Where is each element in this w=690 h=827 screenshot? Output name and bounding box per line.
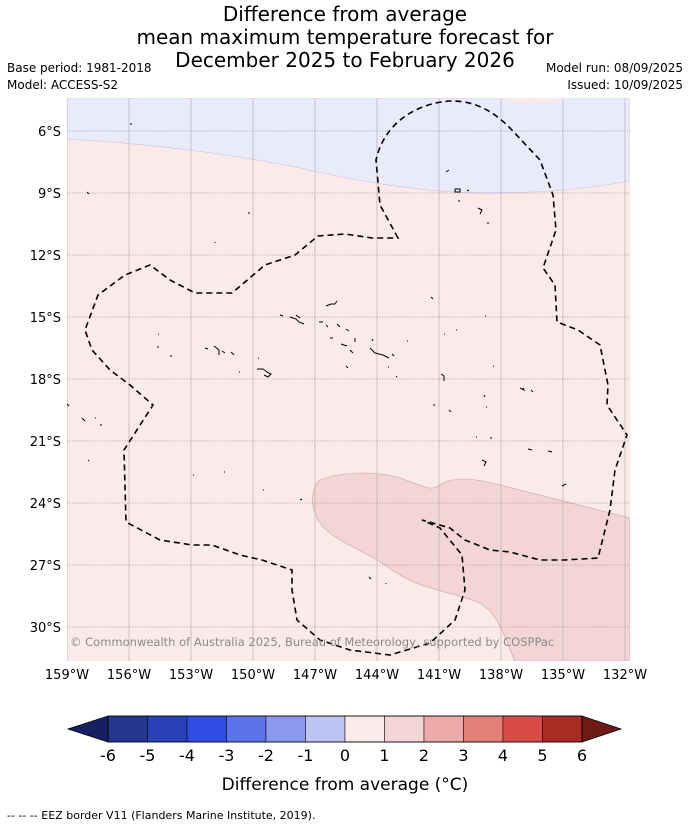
colorbar-swatch <box>542 715 583 743</box>
lon-label-138w: 138°W <box>479 668 523 683</box>
longitude-labels: 159°W 156°W 153°W 150°W 147°W 144°W 141°… <box>45 668 647 683</box>
colorbar-swatch <box>147 715 188 743</box>
colorbar-swatches <box>107 715 583 743</box>
eez-border-legend: -- -- -- EEZ border V11 (Flanders Marine… <box>7 809 316 822</box>
colorbar-swatch <box>384 715 425 743</box>
cb-tick-label: 5 <box>537 746 547 765</box>
cb-tick-label: -2 <box>258 746 274 765</box>
copyright-text: © Commonwealth of Australia 2025, Bureau… <box>70 635 554 649</box>
map-plot-area: © Commonwealth of Australia 2025, Bureau… <box>67 98 630 661</box>
cb-tick-label: -4 <box>179 746 195 765</box>
lat-label-15s: 15°S <box>30 311 61 326</box>
lat-label-30s: 30°S <box>30 621 61 636</box>
cb-tick-label: -3 <box>219 746 235 765</box>
colorbar-over-arrow <box>581 715 623 743</box>
lat-label-27s: 27°S <box>30 559 61 574</box>
colorbar-swatch <box>502 715 543 743</box>
cb-tick-label: -6 <box>100 746 116 765</box>
cb-tick-label: -5 <box>140 746 156 765</box>
title-line-1: Difference from average <box>222 2 468 26</box>
model-text: Model: ACCESS-S2 <box>7 78 119 92</box>
anomaly-region-pos-top <box>500 98 570 103</box>
cb-tick-label: 6 <box>577 746 587 765</box>
lat-label-9s: 9°S <box>38 187 61 202</box>
latitude-labels: 6°S 9°S 12°S 15°S 18°S 21°S 24°S 27°S 30… <box>30 125 61 636</box>
cb-tick-label: 0 <box>340 746 350 765</box>
colorbar-swatch <box>265 715 306 743</box>
cb-tick-label: 2 <box>419 746 429 765</box>
lon-label-159w: 159°W <box>45 668 89 683</box>
issued-text: Issued: 10/09/2025 <box>567 78 683 92</box>
colorbar-swatch <box>423 715 464 743</box>
colorbar-swatch <box>344 715 385 743</box>
islands <box>67 123 567 584</box>
lon-label-150w: 150°W <box>231 668 275 683</box>
lon-label-144w: 144°W <box>355 668 399 683</box>
cb-tick-label: 4 <box>498 746 508 765</box>
lon-label-132w: 132°W <box>603 668 647 683</box>
lat-label-6s: 6°S <box>38 125 61 140</box>
lon-label-135w: 135°W <box>541 668 585 683</box>
lon-label-153w: 153°W <box>169 668 213 683</box>
longitude-gridlines <box>67 98 626 661</box>
cb-tick-label: 1 <box>379 746 389 765</box>
lat-label-12s: 12°S <box>30 249 61 264</box>
anomaly-region-pos-1-2 <box>312 472 630 661</box>
cb-tick-label: 3 <box>458 746 468 765</box>
colorbar-swatch <box>305 715 346 743</box>
eez-border <box>84 100 628 656</box>
colorbar-under-arrow <box>66 715 109 743</box>
model-run-text: Model run: 08/09/2025 <box>545 61 683 75</box>
lat-label-21s: 21°S <box>30 435 61 450</box>
lon-label-156w: 156°W <box>107 668 151 683</box>
cb-tick-label: -1 <box>298 746 314 765</box>
base-period-text: Base period: 1981-2018 <box>7 61 152 75</box>
colorbar: -6 -5 -4 -3 -2 -1 0 1 2 3 4 5 6 Differen… <box>66 715 623 795</box>
colorbar-tick-labels: -6 -5 -4 -3 -2 -1 0 1 2 3 4 5 6 <box>100 746 587 765</box>
colorbar-swatch <box>463 715 504 743</box>
colorbar-title: Difference from average (°C) <box>222 775 469 795</box>
lon-label-147w: 147°W <box>293 668 337 683</box>
lat-label-18s: 18°S <box>30 373 61 388</box>
colorbar-swatch <box>186 715 227 743</box>
colorbar-swatch <box>226 715 267 743</box>
colorbar-frame <box>107 715 583 743</box>
lat-label-24s: 24°S <box>30 497 61 512</box>
colorbar-swatch <box>107 715 148 743</box>
lon-label-141w: 141°W <box>417 668 461 683</box>
title-line-3: December 2025 to February 2026 <box>175 48 515 72</box>
title-line-2: mean maximum temperature forecast for <box>136 25 554 49</box>
